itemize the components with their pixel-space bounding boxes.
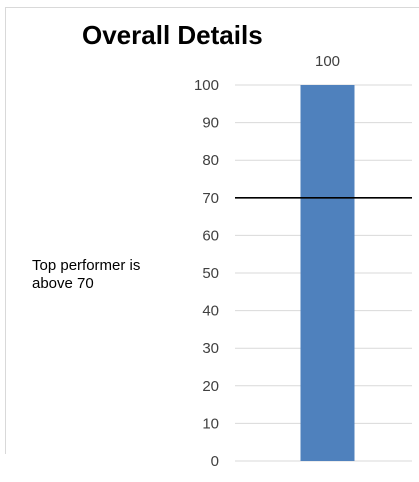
y-tick-label-70: 70 [202, 190, 219, 207]
data-label-0: 100 [315, 53, 340, 70]
y-tick-label-50: 50 [202, 265, 219, 282]
chart-annotation: Top performer is above 70 [32, 257, 141, 292]
y-tick-label-80: 80 [202, 152, 219, 169]
bar-0 [300, 85, 355, 461]
bars [300, 85, 355, 461]
data-labels: 100 [315, 53, 340, 70]
y-tick-label-30: 30 [202, 340, 219, 357]
y-tick-label-60: 60 [202, 227, 219, 244]
y-tick-label-90: 90 [202, 115, 219, 132]
chart-frame [5, 7, 419, 454]
y-tick-label-20: 20 [202, 378, 219, 395]
y-tick-label-10: 10 [202, 415, 219, 432]
y-tick-label-0: 0 [211, 453, 219, 470]
y-tick-label-100: 100 [194, 77, 219, 94]
chart-title: Overall Details [82, 20, 263, 50]
y-tick-labels: 0 10 20 30 40 50 60 70 80 90 100 [194, 77, 219, 470]
y-tick-label-40: 40 [202, 303, 219, 320]
